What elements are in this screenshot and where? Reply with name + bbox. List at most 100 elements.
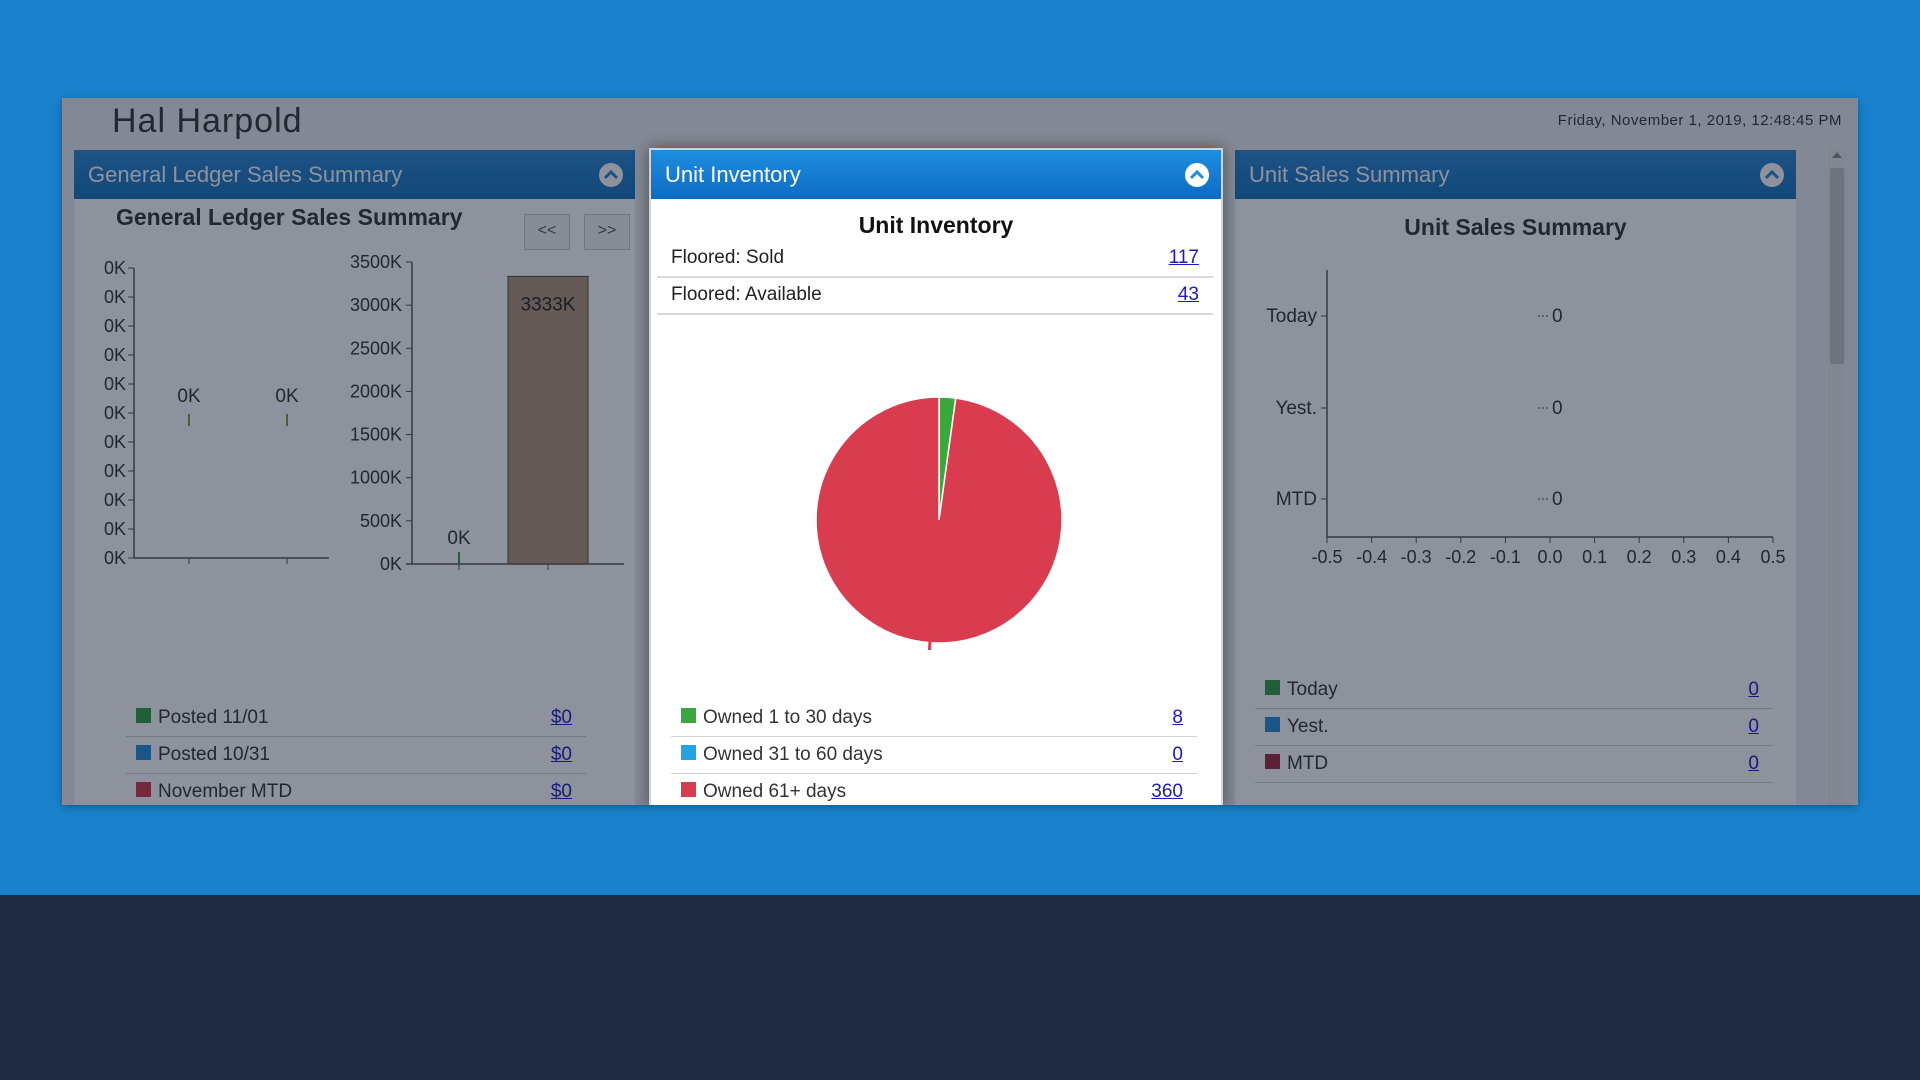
data-label: 0K [177,386,201,407]
y-tick-label: 1500K [350,425,402,445]
x-tick-label: -0.1 [1490,547,1521,567]
gl-panel-title: General Ledger Sales Summary [88,162,403,187]
legend-label: Yest. [1287,716,1329,737]
y-tick-label: 0K [104,258,126,278]
pie-slice [815,396,1063,644]
unit-sales-bar-chart: -0.5 -0.4 -0.3 -0.2 -0.1 0.0 0.1 0.2 0.3 0.4 0.5 To… [1266,270,1786,567]
legend-value-link[interactable]: 0 [1748,679,1759,700]
datetime: Friday, November 1, 2019, 12:48:45 PM [1557,112,1842,129]
y-tick-label: 3000K [350,295,402,315]
inventory-row-value-link[interactable]: 117 [1168,247,1199,268]
y-tick-label: 0K [104,519,126,539]
unit-sales-chart-title: Unit Sales Summary [1404,214,1627,240]
legend-value-link[interactable]: 0 [1748,716,1759,737]
legend-label: Owned 61+ days [703,781,847,802]
unit-sales-legend-row: MTD 0 [1255,746,1773,783]
gl-legend-row: Posted 10/31 $0 [126,737,586,774]
unit-inventory-title: Unit Inventory [858,212,1014,238]
y-tick-label: 2000K [350,381,402,401]
legend-swatch [681,745,696,760]
x-tick-label: 0.1 [1582,547,1607,567]
pie-label-leader [927,640,932,650]
x-tick-label: 0.0 [1537,547,1562,567]
legend-label: Today [1287,679,1338,700]
y-tick-label: Yest. [1275,398,1317,419]
y-tick-label: 0K [104,403,126,423]
unit-inventory-legend-row: Owned 61+ days 360 [671,774,1197,805]
unit-sales-legend-row: Yest. 0 [1255,709,1773,746]
gl-chart-title: General Ledger Sales Summary [116,204,463,230]
collapse-chevron-icon[interactable] [1760,163,1784,187]
legend-value-link[interactable]: 8 [1172,707,1183,728]
legend-value-link[interactable]: 360 [1151,781,1183,802]
legend-label: Owned 1 to 30 days [703,707,872,728]
bar [507,275,589,565]
data-label: 3333K [521,294,576,315]
x-tick-label: -0.2 [1445,547,1476,567]
data-label: 0 [1552,306,1563,327]
legend-value-link[interactable]: $0 [550,781,572,802]
legend-label: November MTD [158,781,293,802]
page-scrollbar[interactable] [1828,146,1846,805]
legend-value-link[interactable]: $0 [550,744,572,765]
gl-daily-bar-chart: 0K0K0K0K0K0K0K0K0K0K0K0K11/010K10/31 [104,258,329,568]
x-tick-label: 0.3 [1671,547,1696,567]
data-label: 0 [1552,398,1563,419]
inventory-row: Floored: Sold 117 [657,240,1213,278]
legend-swatch [136,745,151,760]
legend-swatch [1265,754,1280,769]
prev-period-button[interactable]: << [524,214,570,250]
collapse-chevron-icon[interactable] [599,163,623,187]
unit-inventory-panel-title: Unit Inventory [665,162,801,187]
x-tick-label: -0.5 [1311,547,1342,567]
collapse-chevron-icon[interactable] [1185,163,1209,187]
unit-inventory-legend-row: Owned 1 to 30 days 8 [671,700,1197,737]
legend-swatch [1265,680,1280,695]
x-tick-label: 0.2 [1627,547,1652,567]
legend-swatch [136,782,151,797]
legend-swatch [681,708,696,723]
gl-sales-panel: General Ledger Sales Summary General Led… [74,150,635,805]
unit-sales-legend-row: Today 0 [1255,672,1773,709]
inventory-row-label: Floored: Available [671,284,822,305]
unit-sales-panel-title: Unit Sales Summary [1249,162,1450,187]
scroll-up-arrow-icon[interactable] [1832,152,1842,158]
legend-swatch [1265,717,1280,732]
unit-sales-panel: Unit Sales Summary Unit Sales Summary -0… [1235,150,1796,805]
x-tick-label: 0.5 [1760,547,1785,567]
y-tick-label: 0K [104,316,126,336]
data-label: 0K [447,528,471,549]
y-tick-label: Today [1266,306,1317,327]
legend-swatch [136,708,151,723]
data-label: 0 [1552,489,1563,510]
next-period-button[interactable]: >> [584,214,630,250]
gl-legend-row: November MTD $0 [126,774,586,805]
y-tick-label: 0K [104,432,126,452]
legend-value-link[interactable]: 0 [1748,753,1759,774]
x-tick-label: 0.4 [1716,547,1741,567]
x-tick-label: -0.3 [1401,547,1432,567]
scrollbar-thumb[interactable] [1830,168,1844,364]
y-tick-label: 2500K [350,338,402,358]
dashboard-window: Hal Harpold Friday, November 1, 2019, 12… [62,98,1858,805]
y-tick-label: 0K [104,287,126,307]
gl-mtd-ytd-bar-chart: 0K500K1000K1500K2000K2500K3000K3500K0KMT… [350,252,624,570]
legend-label: MTD [1287,753,1329,774]
app-header: Hal Harpold Friday, November 1, 2019, 12… [62,98,1858,146]
inventory-row: Floored: Available 43 [657,277,1213,315]
inventory-row-value-link[interactable]: 43 [1177,284,1199,305]
legend-swatch [681,782,696,797]
legend-label: Owned 31 to 60 days [703,744,883,765]
legend-value-link[interactable]: 0 [1172,744,1183,765]
legend-value-link[interactable]: $0 [550,707,572,728]
unit-inventory-panel: Unit Inventory Unit Inventory Floored: S… [649,148,1223,805]
unit-inventory-panel-header: Unit Inventory [651,150,1221,199]
inventory-row-label: Floored: Sold [671,247,785,268]
y-tick-label: 0K [104,374,126,394]
y-tick-label: 0K [380,554,402,570]
y-tick-label: 500K [360,511,402,531]
user-name: Hal Harpold [112,102,303,140]
unit-sales-panel-header: Unit Sales Summary [1235,150,1796,199]
gl-legend-row: Posted 11/01 $0 [126,700,586,737]
y-tick-label: 0K [104,345,126,365]
